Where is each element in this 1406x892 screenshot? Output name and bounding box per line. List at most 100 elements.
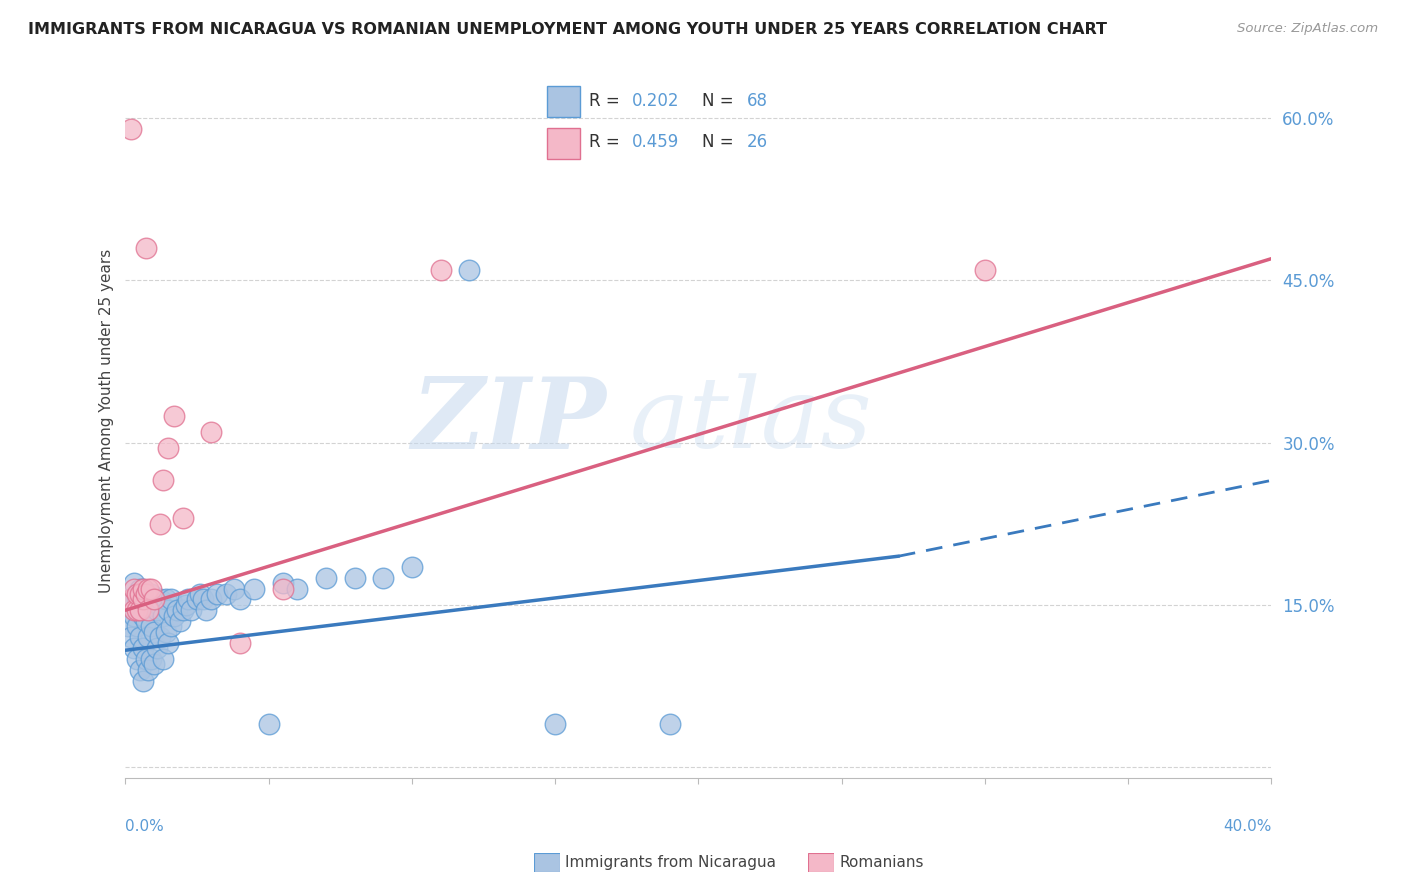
- Point: [149, 592, 172, 607]
- Point: [125, 619, 148, 633]
- Point: [141, 652, 163, 666]
- Point: [128, 587, 150, 601]
- Point: [166, 603, 188, 617]
- Text: Immigrants from Nicaragua: Immigrants from Nicaragua: [565, 855, 776, 870]
- Point: [285, 582, 308, 596]
- Point: [149, 630, 172, 644]
- Point: [125, 592, 148, 607]
- Point: [315, 571, 337, 585]
- FancyBboxPatch shape: [808, 853, 834, 872]
- Text: Romanians: Romanians: [839, 855, 924, 870]
- Point: [143, 624, 166, 639]
- Point: [229, 592, 252, 607]
- Text: atlas: atlas: [630, 374, 872, 468]
- Point: [172, 603, 194, 617]
- Point: [128, 663, 150, 677]
- Point: [169, 614, 191, 628]
- Point: [128, 630, 150, 644]
- Point: [177, 592, 200, 607]
- Text: ZIP: ZIP: [412, 373, 606, 469]
- Point: [125, 587, 148, 601]
- Point: [134, 614, 156, 628]
- Point: [138, 603, 160, 617]
- Point: [131, 582, 153, 596]
- Point: [373, 571, 395, 585]
- Point: [131, 641, 153, 656]
- Point: [155, 592, 177, 607]
- Point: [271, 582, 294, 596]
- Point: [429, 262, 451, 277]
- Point: [157, 635, 180, 649]
- Point: [131, 582, 153, 596]
- Point: [215, 587, 238, 601]
- Point: [186, 592, 208, 607]
- Point: [157, 441, 180, 455]
- Point: [152, 608, 174, 623]
- Text: 0.0%: 0.0%: [125, 819, 165, 834]
- Point: [134, 587, 156, 601]
- Text: Source: ZipAtlas.com: Source: ZipAtlas.com: [1237, 22, 1378, 36]
- Point: [143, 592, 166, 607]
- Point: [122, 576, 145, 591]
- Point: [134, 241, 156, 255]
- Point: [134, 587, 156, 601]
- Point: [128, 603, 150, 617]
- Point: [141, 587, 163, 601]
- Point: [125, 652, 148, 666]
- Point: [229, 635, 252, 649]
- Point: [160, 592, 183, 607]
- Point: [163, 608, 186, 623]
- Point: [191, 592, 214, 607]
- Point: [120, 592, 142, 607]
- Point: [138, 582, 160, 596]
- Point: [128, 582, 150, 596]
- Point: [128, 603, 150, 617]
- Point: [138, 663, 160, 677]
- Point: [141, 582, 163, 596]
- Point: [117, 619, 139, 633]
- Point: [200, 592, 222, 607]
- Point: [143, 657, 166, 672]
- Text: IMMIGRANTS FROM NICARAGUA VS ROMANIAN UNEMPLOYMENT AMONG YOUTH UNDER 25 YEARS CO: IMMIGRANTS FROM NICARAGUA VS ROMANIAN UN…: [28, 22, 1107, 37]
- Point: [973, 262, 995, 277]
- Point: [180, 603, 202, 617]
- Point: [131, 673, 153, 688]
- Point: [257, 716, 280, 731]
- Point: [138, 630, 160, 644]
- Point: [172, 511, 194, 525]
- Y-axis label: Unemployment Among Youth under 25 years: Unemployment Among Youth under 25 years: [100, 249, 114, 593]
- Point: [120, 630, 142, 644]
- Point: [160, 619, 183, 633]
- Point: [122, 603, 145, 617]
- Point: [131, 608, 153, 623]
- Point: [125, 603, 148, 617]
- Point: [658, 716, 681, 731]
- Point: [122, 641, 145, 656]
- Point: [343, 571, 366, 585]
- Point: [122, 582, 145, 596]
- Point: [134, 652, 156, 666]
- Point: [163, 409, 186, 423]
- Point: [544, 716, 567, 731]
- Point: [200, 425, 222, 439]
- Point: [174, 598, 197, 612]
- Point: [141, 619, 163, 633]
- Point: [120, 592, 142, 607]
- Point: [271, 576, 294, 591]
- Point: [205, 587, 228, 601]
- Point: [149, 516, 172, 531]
- Text: 40.0%: 40.0%: [1223, 819, 1271, 834]
- Point: [143, 592, 166, 607]
- Point: [157, 603, 180, 617]
- Point: [243, 582, 266, 596]
- Point: [194, 603, 217, 617]
- Point: [146, 603, 169, 617]
- Point: [122, 608, 145, 623]
- Point: [155, 624, 177, 639]
- Point: [224, 582, 246, 596]
- Point: [131, 592, 153, 607]
- Point: [152, 652, 174, 666]
- Point: [138, 592, 160, 607]
- Point: [401, 560, 423, 574]
- Point: [458, 262, 481, 277]
